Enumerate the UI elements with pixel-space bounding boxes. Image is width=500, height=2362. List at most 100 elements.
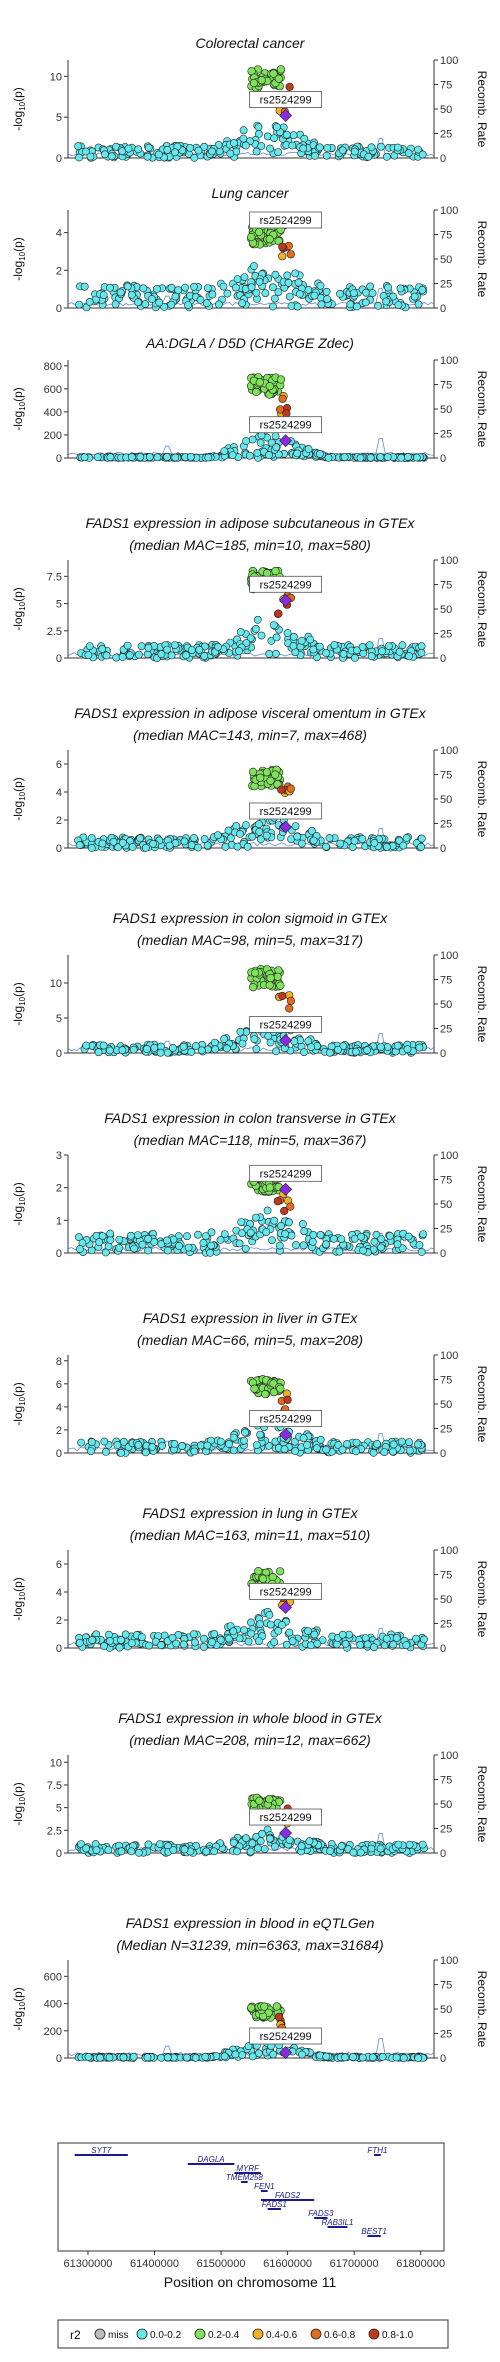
y-tick-label: 2.5 [47,1825,62,1837]
snp-point [350,654,359,662]
snp-point [139,284,148,293]
snp-point [194,843,202,852]
snp-point [325,834,334,842]
right-tick-label: 75 [440,380,452,392]
snp-point [248,1839,257,1848]
snp-point [136,452,145,461]
snp-point [152,284,161,293]
snp-point [370,839,379,847]
snp-point [298,839,306,848]
snp-point [87,844,96,852]
snp-point [350,147,359,156]
snp-point [222,1044,231,1053]
snp-point [100,1642,108,1650]
snp-point [291,1241,300,1249]
snp-point [148,1443,157,1451]
y-tick-label: 6 [56,759,62,771]
y-tick-label: 5 [56,112,62,124]
snp-point [126,1231,135,1240]
snp-point [373,1440,381,1448]
points [74,765,426,852]
snp-point [417,1248,426,1256]
snp-point [382,152,391,161]
snp-point [326,1847,334,1855]
snp-point [77,1438,85,1447]
snp-point [191,2053,200,2062]
lead-variant-marker [279,1182,293,1196]
snp-point-high-ld [276,375,286,384]
snp-point [413,1440,422,1449]
snp-point [339,650,348,658]
right-tick-label: 50 [440,1594,452,1606]
snp-point [338,146,347,155]
snp-point [322,151,331,160]
snp-point [189,1630,198,1639]
snp-point-high-ld [257,76,266,85]
snp-point [98,1232,107,1240]
snp-point [414,145,422,154]
snp-point [134,1848,143,1857]
recombination-line [67,288,435,307]
snp-point [415,1241,424,1249]
snp-point [145,1641,153,1650]
snp-point [336,289,344,298]
legend-swatch [368,2328,380,2340]
snp-point [240,1436,248,1445]
snp-point [238,2051,247,2059]
snp-point-high-ld [255,1796,264,1805]
snp-point [263,132,272,141]
snp-point [251,625,260,633]
panel-title: FADS1 expression in adipose subcutaneous… [86,515,416,531]
right-tick-label: 100 [440,1150,458,1162]
lead-variant-marker [279,109,293,122]
snp-point [271,649,280,658]
snp-point [405,1438,414,1446]
snp-point [253,448,262,457]
points [76,373,428,462]
y-tick-label: 10 [50,978,62,990]
legend-label: 0.6-0.8 [324,2330,356,2341]
snp-point [281,1229,289,1238]
snp-point [229,1838,238,1847]
snp-point-high-ld [276,981,285,990]
snp-point [236,628,245,636]
snp-point [241,1428,249,1437]
panel-subtitle: (median MAC=143, min=7, max=468) [133,727,367,743]
snp-point [99,291,108,299]
right-tick-label: 25 [440,429,452,441]
right-tick-label: 0 [440,1048,446,1060]
snp-point [287,1231,296,1240]
snp-point [187,646,196,654]
snp-point [246,1228,255,1237]
snp-point [138,1240,147,1249]
snp-point [100,1437,109,1446]
snp-point [88,1636,97,1644]
y-tick-label: 0 [56,1643,62,1655]
snp-point [294,278,303,287]
snp-point [253,1844,262,1853]
y-tick-label: 2 [56,1615,62,1627]
snp-point [247,1629,256,1638]
snp-point [315,449,324,458]
snp-point [102,1448,110,1456]
y-tick-label: 200 [44,430,62,442]
snp-point [211,1045,220,1054]
snp-point [404,1232,413,1241]
snp-point [210,1038,219,1047]
snp-point [204,453,213,462]
lead-variant-marker [279,820,293,834]
right-tick-label: 0 [440,653,446,665]
panel-subtitle: (median MAC=208, min=12, max=662) [129,1732,371,1748]
snp-point [394,301,403,309]
y-tick-label: 4 [56,1402,62,1414]
y-axis-label: -log10(p) [11,1577,27,1621]
snp-point [75,153,83,162]
snp-point [214,642,222,651]
snp-point [252,288,261,297]
snp-point-high-ld [261,1389,270,1399]
snp-point [367,652,376,661]
right-tick-label: 50 [440,1399,452,1411]
snp-point [300,134,309,143]
snp-point [322,2052,331,2061]
snp-point [417,642,426,651]
